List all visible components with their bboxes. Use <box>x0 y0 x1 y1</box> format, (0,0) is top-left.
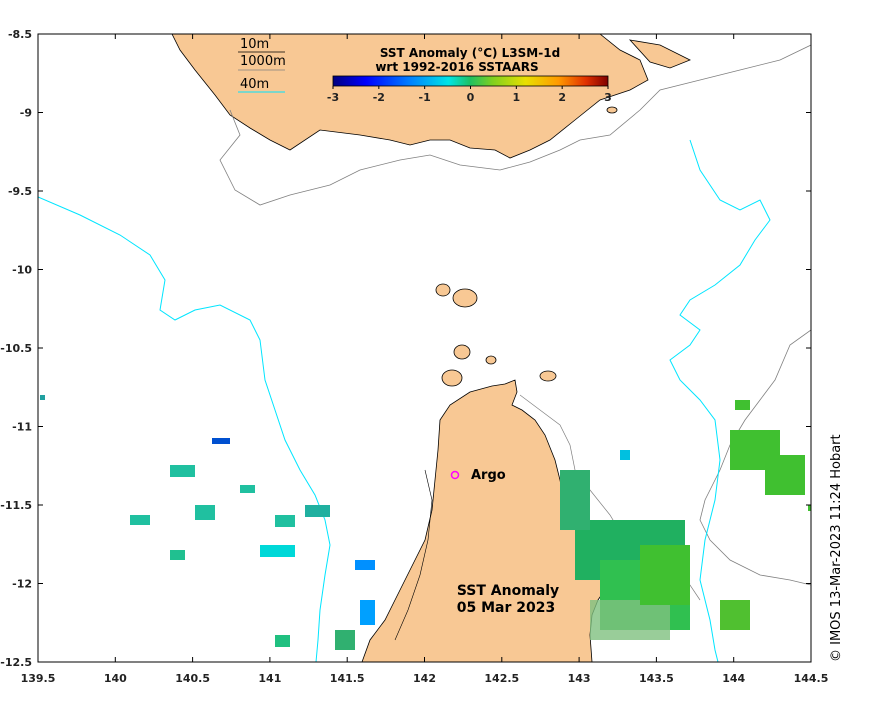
colorbar-tick-label: 3 <box>604 91 612 104</box>
torres-strait-islands <box>435 106 618 387</box>
map-title-line1: SST Anomaly <box>457 583 559 599</box>
x-tick-label: 143.5 <box>639 672 674 685</box>
depth-legend-1000m: 1000m <box>240 54 286 69</box>
sst-anomaly-pixels <box>40 395 811 650</box>
depth-legend-10m: 10m <box>240 37 269 52</box>
colorbar-tick-label: -1 <box>419 91 431 104</box>
argo-label: Argo <box>471 468 506 483</box>
colorbar-title-line1: SST Anomaly (°C) L3SM-1d <box>380 46 560 60</box>
y-tick-label: -12 <box>12 578 32 591</box>
colorbar: SST Anomaly (°C) L3SM-1d wrt 1992-2016 S… <box>327 46 612 104</box>
y-tick-label: -10 <box>12 264 32 277</box>
y-tick-label: -11 <box>12 421 32 434</box>
map-title-line2: 05 Mar 2023 <box>457 600 555 616</box>
y-tick-label: -10.5 <box>0 342 32 355</box>
contour-40m-west <box>38 196 331 662</box>
x-tick-label: 144 <box>722 672 745 685</box>
x-tick-label: 140 <box>104 672 127 685</box>
contour-1000m <box>219 44 811 206</box>
contour-40m-east <box>669 139 771 662</box>
colorbar-tick-label: 2 <box>558 91 566 104</box>
copyright-text: © IMOS 13-Mar-2023 11:24 Hobart <box>829 434 844 662</box>
y-tick-label: -9.5 <box>8 185 32 198</box>
colorbar-tick-label: 1 <box>513 91 521 104</box>
colorbar-tick-label: -3 <box>327 91 339 104</box>
argo-marker-icon <box>450 470 460 480</box>
x-tick-label: 143 <box>568 672 591 685</box>
colorbar-tick-label: 0 <box>467 91 475 104</box>
contour-10m <box>394 469 433 641</box>
colorbar-gradient <box>332 75 609 87</box>
x-tick-label: 142.5 <box>484 672 519 685</box>
y-tick-label: -8.5 <box>8 28 32 41</box>
land-island-ne <box>628 39 691 69</box>
x-tick-label: 140.5 <box>175 672 210 685</box>
contour-1000m-east <box>699 329 811 586</box>
x-tick-label: 142 <box>413 672 436 685</box>
depth-legend: 10m 1000m 40m <box>238 37 286 93</box>
x-tick-label: 139.5 <box>21 672 56 685</box>
y-tick-label: -9 <box>20 107 32 120</box>
y-tick-label: -12.5 <box>0 656 32 669</box>
x-tick-label: 141 <box>258 672 281 685</box>
colorbar-tick-label: -2 <box>373 91 385 104</box>
colorbar-title-line2: wrt 1992-2016 SSTAARS <box>375 60 538 74</box>
land-papua-new-guinea <box>171 34 649 159</box>
x-axis: 139.5 140 140.5 141 141.5 142 142.5 143 143.5 144… <box>21 34 829 685</box>
depth-legend-40m: 40m <box>240 77 269 92</box>
x-tick-label: 141.5 <box>330 672 365 685</box>
x-tick-label: 144.5 <box>794 672 829 685</box>
y-tick-label: -11.5 <box>0 499 32 512</box>
y-axis: -8.5-9-9.5-10-10.5-11-11.5-12-12.5 <box>0 28 811 669</box>
